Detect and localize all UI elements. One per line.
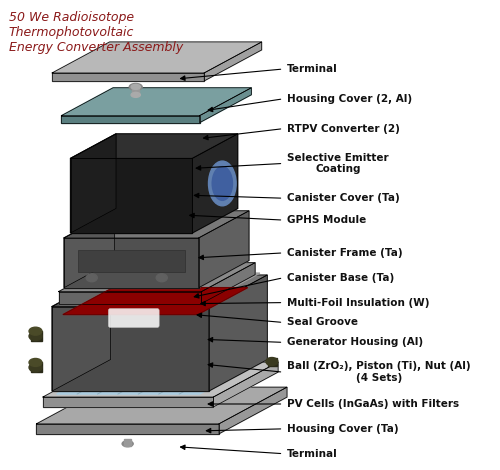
Text: Canister Base (Ta): Canister Base (Ta) — [287, 273, 395, 283]
Polygon shape — [52, 275, 110, 391]
Text: Housing Cover (Ta): Housing Cover (Ta) — [287, 424, 399, 434]
Polygon shape — [202, 263, 255, 304]
Polygon shape — [58, 292, 202, 304]
Ellipse shape — [212, 166, 233, 200]
Text: Terminal: Terminal — [287, 64, 338, 74]
Polygon shape — [52, 306, 209, 391]
Polygon shape — [64, 211, 114, 288]
Ellipse shape — [86, 274, 97, 282]
Polygon shape — [64, 211, 249, 238]
Text: Multi-Foil Insulation (W): Multi-Foil Insulation (W) — [287, 298, 430, 307]
Polygon shape — [64, 238, 198, 288]
Polygon shape — [36, 387, 287, 424]
Text: Canister Cover (Ta): Canister Cover (Ta) — [287, 193, 400, 203]
Polygon shape — [204, 42, 262, 81]
Polygon shape — [43, 362, 278, 397]
Ellipse shape — [130, 84, 142, 90]
Text: Generator Housing (Al): Generator Housing (Al) — [287, 337, 423, 347]
Polygon shape — [198, 211, 249, 288]
Bar — [31, 362, 42, 372]
Text: Canister Frame (Ta): Canister Frame (Ta) — [287, 248, 403, 258]
Text: Ball (ZrO₂), Piston (Ti), Nut (Al)
(4 Sets): Ball (ZrO₂), Piston (Ti), Nut (Al) (4 Se… — [287, 361, 470, 383]
Ellipse shape — [131, 93, 140, 97]
Text: GPHS Module: GPHS Module — [287, 215, 366, 225]
Polygon shape — [214, 362, 278, 407]
Bar — [268, 358, 278, 367]
Text: Seal Groove: Seal Groove — [287, 317, 358, 328]
Ellipse shape — [208, 161, 236, 206]
Polygon shape — [56, 364, 254, 394]
Bar — [132, 87, 140, 95]
Text: 50 We Radioisotope
Thermophotovoltaic
Energy Converter Assembly: 50 We Radioisotope Thermophotovoltaic En… — [9, 11, 183, 55]
Ellipse shape — [29, 359, 42, 367]
Ellipse shape — [131, 85, 140, 89]
Polygon shape — [209, 275, 267, 391]
Bar — [78, 250, 185, 272]
Polygon shape — [62, 88, 252, 116]
Text: RTPV Converter (2): RTPV Converter (2) — [287, 124, 400, 133]
Ellipse shape — [29, 363, 42, 372]
Bar — [31, 331, 42, 341]
Polygon shape — [60, 273, 260, 305]
Text: Selective Emitter
Coating: Selective Emitter Coating — [287, 153, 388, 174]
Text: PV Cells (InGaAs) with Filters: PV Cells (InGaAs) with Filters — [287, 399, 459, 409]
Polygon shape — [36, 424, 219, 434]
Polygon shape — [43, 397, 213, 407]
Polygon shape — [219, 387, 287, 434]
Polygon shape — [70, 134, 116, 233]
Polygon shape — [200, 88, 252, 123]
Ellipse shape — [266, 358, 278, 366]
Ellipse shape — [29, 332, 42, 341]
Polygon shape — [63, 288, 248, 314]
Text: Housing Cover (2, Al): Housing Cover (2, Al) — [287, 94, 412, 104]
Polygon shape — [70, 158, 192, 233]
Bar — [124, 439, 132, 446]
Ellipse shape — [29, 327, 42, 335]
Polygon shape — [62, 116, 200, 123]
Polygon shape — [52, 275, 267, 306]
Text: Terminal: Terminal — [287, 449, 338, 459]
Polygon shape — [192, 134, 238, 233]
Polygon shape — [70, 134, 237, 158]
Ellipse shape — [122, 441, 133, 447]
Polygon shape — [58, 263, 255, 292]
Polygon shape — [52, 42, 262, 73]
Ellipse shape — [156, 274, 168, 282]
Polygon shape — [52, 73, 204, 81]
FancyBboxPatch shape — [108, 309, 159, 328]
